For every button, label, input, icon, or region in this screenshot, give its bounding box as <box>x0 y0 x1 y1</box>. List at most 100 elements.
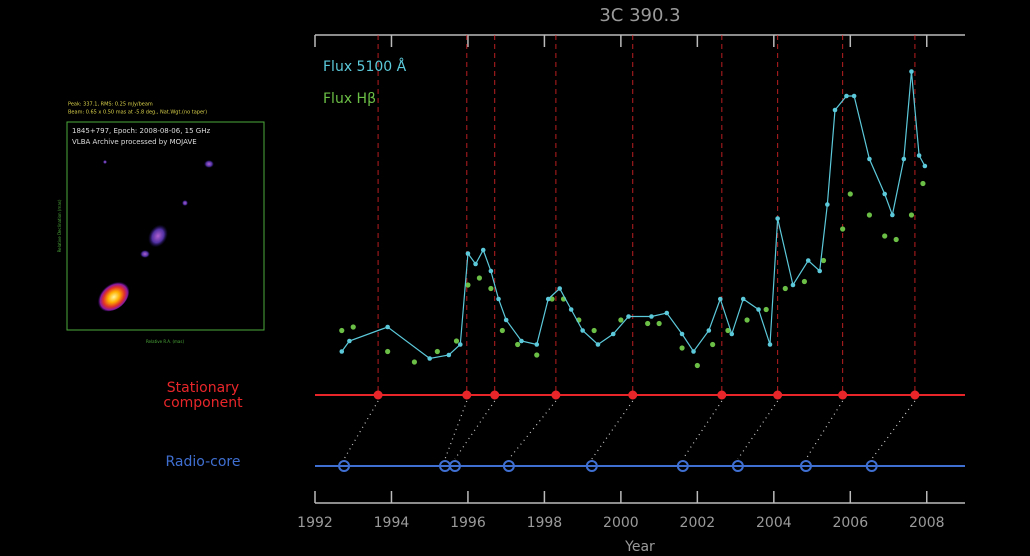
jet-blob <box>182 200 188 206</box>
flux-point <box>756 307 761 312</box>
flux-point <box>534 342 539 347</box>
flux-point <box>867 157 872 162</box>
x-tick-label: 1998 <box>527 515 563 531</box>
connector <box>344 401 378 459</box>
event-label: Stationary component <box>143 381 263 411</box>
flux-point <box>848 191 853 196</box>
flux-point <box>791 283 796 288</box>
event-marker <box>551 391 560 400</box>
flux-point <box>477 275 482 280</box>
flux-point <box>339 328 344 333</box>
flux-point <box>580 328 585 333</box>
flux-point <box>775 216 780 221</box>
flux-point <box>519 339 524 344</box>
flux-point <box>710 342 715 347</box>
inset-frame <box>67 122 264 330</box>
flux-point <box>920 181 925 186</box>
x-tick-label: 2004 <box>756 515 792 531</box>
flux-point <box>435 349 440 354</box>
flux-point <box>645 321 650 326</box>
flux-point <box>465 282 470 287</box>
flux-point <box>385 325 390 330</box>
flux-point <box>867 212 872 217</box>
flux-point <box>768 342 773 347</box>
flux-point <box>534 352 539 357</box>
flux-point <box>569 307 574 312</box>
flux-point <box>596 342 601 347</box>
flux-point <box>664 311 669 316</box>
flux-point <box>882 192 887 197</box>
legend-label: Flux Hβ <box>323 91 376 107</box>
flux-point <box>679 345 684 350</box>
event-label: Radio-core <box>143 455 263 470</box>
connector <box>738 401 778 459</box>
flux-line <box>342 72 925 359</box>
x-tick-label: 1992 <box>297 515 333 531</box>
flux-point <box>680 332 685 337</box>
x-tick-label: 1994 <box>374 515 410 531</box>
flux-point <box>592 328 597 333</box>
flux-point <box>923 164 928 169</box>
inset-x-label: Relative R.A. (mas) <box>146 339 185 344</box>
flux-point <box>729 332 734 337</box>
inset-caption: 1845+797, Epoch: 2008-08-06, 15 GHz <box>72 127 210 135</box>
x-tick-label: 1996 <box>450 515 486 531</box>
flux-point <box>744 317 749 322</box>
connector <box>592 401 633 459</box>
radio-image: Peak: 337.1, RMS: 0.25 mJy/beam Beam: 0.… <box>57 102 264 345</box>
flux-point <box>488 286 493 291</box>
flux-point <box>473 262 478 267</box>
event-marker <box>910 391 919 400</box>
flux-point <box>840 226 845 231</box>
x-tick-label: 2008 <box>909 515 945 531</box>
flux-point <box>466 251 471 256</box>
flux-point <box>844 94 849 99</box>
event-marker <box>717 391 726 400</box>
flux-point <box>825 202 830 207</box>
page: Peak: 337.1, RMS: 0.25 mJy/beam Beam: 0.… <box>0 0 1030 556</box>
flux-point <box>882 233 887 238</box>
flux-point <box>489 269 494 274</box>
x-tick-label: 2002 <box>680 515 716 531</box>
flux-point <box>802 279 807 284</box>
event-marker <box>462 391 471 400</box>
flux-point <box>691 349 696 354</box>
inset-header: Beam: 0.65 x 0.50 mas at -5.8 deg., Nat.… <box>68 110 207 116</box>
flux-point <box>894 237 899 242</box>
flux-point <box>500 328 505 333</box>
flux-point <box>347 339 352 344</box>
flux-point <box>611 332 616 337</box>
flux-point <box>890 213 895 218</box>
x-tick-label: 2006 <box>832 515 868 531</box>
flux-point <box>339 349 344 354</box>
flux-point <box>909 69 914 74</box>
x-tick-label: 2000 <box>603 515 639 531</box>
connector <box>445 401 467 459</box>
flux-point <box>427 356 432 361</box>
flux-point <box>496 297 501 302</box>
flux-point <box>447 353 452 358</box>
flux-point <box>806 258 811 263</box>
inset-header: Peak: 337.1, RMS: 0.25 mJy/beam <box>68 102 153 108</box>
inset-caption: VLBA Archive processed by MOJAVE <box>72 138 197 146</box>
flux-point <box>764 307 769 312</box>
flux-point <box>412 359 417 364</box>
chart-title: 3C 390.3 <box>599 5 680 26</box>
flux-point <box>351 324 356 329</box>
flux-point <box>852 94 857 99</box>
flux-point <box>817 269 822 274</box>
flux-point <box>546 297 551 302</box>
event-marker <box>628 391 637 400</box>
flux-point <box>909 212 914 217</box>
connector <box>872 401 915 459</box>
flux-point <box>481 248 486 253</box>
flux-point <box>718 297 723 302</box>
jet-blob <box>140 250 150 258</box>
event-marker <box>838 391 847 400</box>
flux-point <box>833 108 838 113</box>
flux-point <box>917 153 922 158</box>
event-marker <box>773 391 782 400</box>
flux-point <box>458 342 463 347</box>
connector <box>683 401 722 459</box>
flux-point <box>741 297 746 302</box>
